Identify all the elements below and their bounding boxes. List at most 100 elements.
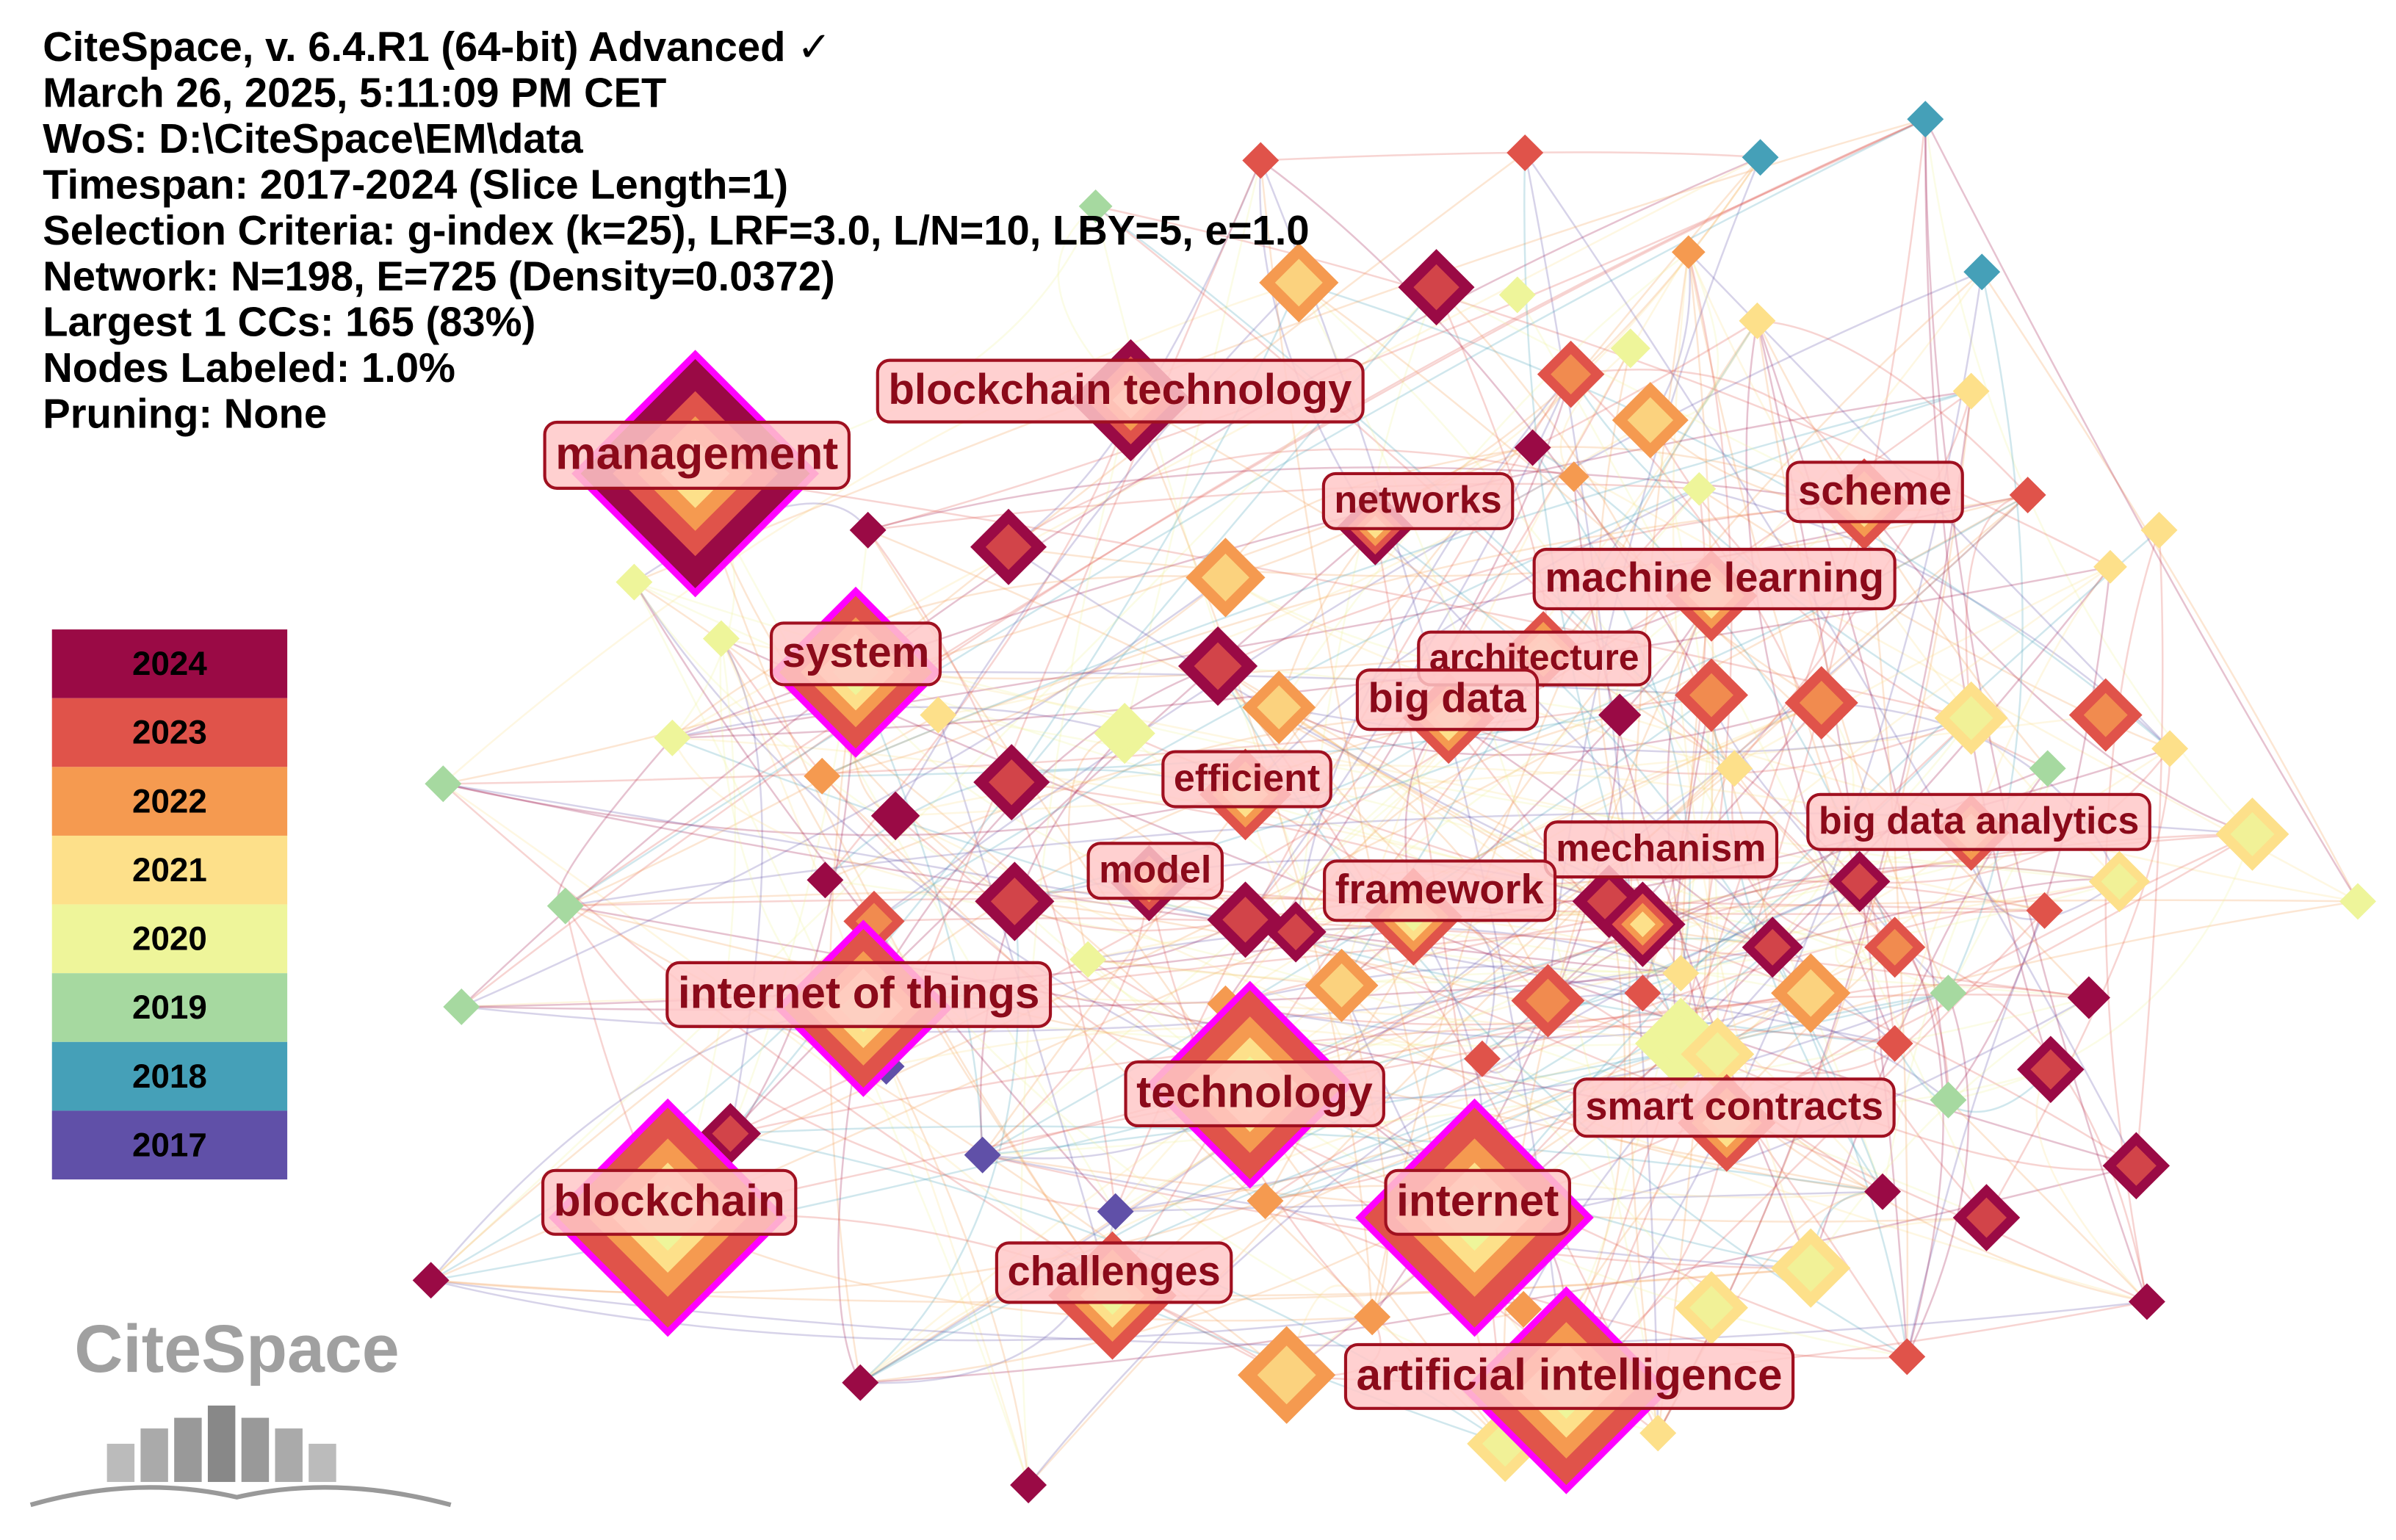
node <box>1514 429 1551 466</box>
edge <box>1947 272 2024 994</box>
edge <box>1008 546 1773 949</box>
logo-bar <box>107 1443 135 1482</box>
edge <box>1473 529 2160 1218</box>
logo-bar <box>174 1417 202 1482</box>
edge <box>1985 748 2171 1218</box>
edge <box>1947 566 2112 1101</box>
edge <box>862 1008 1030 1486</box>
legend-swatch <box>51 767 288 836</box>
edge <box>1014 900 1811 994</box>
edge <box>564 905 1116 1212</box>
node <box>2029 750 2066 787</box>
edge <box>1473 717 1972 1218</box>
edge <box>1947 1099 2148 1303</box>
node-label: blockchain <box>554 1175 785 1225</box>
edge <box>1278 251 1689 708</box>
legend-year: 2018 <box>132 1058 207 1095</box>
edge <box>1225 992 1811 1039</box>
edge <box>859 1042 1681 1384</box>
node-ring <box>1786 969 1835 1017</box>
edge <box>1981 271 2359 902</box>
edge <box>1340 984 1883 1193</box>
edge <box>633 118 1926 583</box>
legend-year: 2017 <box>132 1126 207 1163</box>
label-box <box>1343 1342 1795 1410</box>
legend-swatch <box>51 1041 288 1111</box>
edge <box>1532 319 1758 449</box>
header-line: Network: N=198, E=725 (Density=0.0372) <box>43 253 834 299</box>
edge <box>1523 152 1659 1434</box>
label-box <box>769 621 942 687</box>
edge <box>1264 881 2120 1202</box>
node <box>1662 955 1700 992</box>
edge <box>1717 992 1949 1074</box>
label-box <box>876 358 1365 424</box>
node <box>2339 883 2376 920</box>
node-label: management <box>555 429 838 480</box>
node <box>616 563 653 601</box>
edge <box>1757 319 2029 496</box>
node-label: big data analytics <box>1819 800 2139 842</box>
edge <box>821 390 1971 777</box>
edge <box>1278 706 1549 1002</box>
node <box>1716 750 1753 787</box>
header-line: Largest 1 CCs: 165 (83%) <box>43 299 535 345</box>
legend-swatch <box>51 698 288 767</box>
node <box>1505 1290 1542 1328</box>
header-line: Timespan: 2017-2024 (Slice Length=1) <box>43 161 788 207</box>
edge <box>895 814 2148 1303</box>
edge <box>885 159 1262 1067</box>
label-box <box>541 1168 798 1236</box>
label-box <box>1384 1168 1571 1236</box>
node <box>443 988 480 1025</box>
node-ring <box>1799 681 1844 725</box>
edge <box>1642 831 1972 943</box>
node <box>1930 1081 1967 1118</box>
node-label: artificial intelligence <box>1357 1349 1783 1399</box>
node <box>1558 461 1589 492</box>
node-ring <box>2230 811 2275 856</box>
edge <box>633 581 1015 903</box>
edge <box>1948 834 2254 1102</box>
edge <box>442 281 1299 785</box>
label-box <box>1573 1077 1896 1138</box>
node <box>2026 892 2063 929</box>
edge <box>633 581 1251 1086</box>
node-ring <box>1876 928 1913 966</box>
edge <box>1094 205 1896 948</box>
edge <box>1094 206 1343 986</box>
node-ring <box>2101 863 2138 900</box>
node-label: blockchain technology <box>888 366 1352 413</box>
node-ring <box>1841 863 1878 900</box>
edge <box>565 118 1926 907</box>
edge <box>1260 151 1761 162</box>
node <box>1097 1193 1134 1230</box>
edge <box>443 783 1681 975</box>
node <box>804 757 841 795</box>
node <box>2140 511 2178 549</box>
node <box>1876 1024 1913 1062</box>
header-line: Pruning: None <box>43 391 327 437</box>
edge <box>1265 1200 1908 1359</box>
edge <box>720 637 763 1134</box>
edge <box>565 714 939 907</box>
edge <box>1547 865 2120 1002</box>
edge <box>822 576 1227 778</box>
node-ring <box>990 877 1039 925</box>
node <box>1952 372 1990 410</box>
edge <box>730 1025 1895 1135</box>
legend-swatch <box>51 835 288 905</box>
edge <box>821 503 1865 777</box>
node-label: technology <box>1136 1067 1373 1117</box>
node-ring <box>1277 914 1315 950</box>
edge <box>1565 910 2046 1392</box>
edge <box>873 271 1982 922</box>
edge <box>1524 152 2137 1166</box>
node-ring <box>2115 1145 2157 1186</box>
edge <box>981 156 1761 1156</box>
node-label: networks <box>1334 479 1501 521</box>
edge <box>1014 900 1718 1055</box>
edge <box>1028 881 1861 1486</box>
node-ring <box>1201 553 1249 601</box>
legend-swatch <box>51 629 288 698</box>
